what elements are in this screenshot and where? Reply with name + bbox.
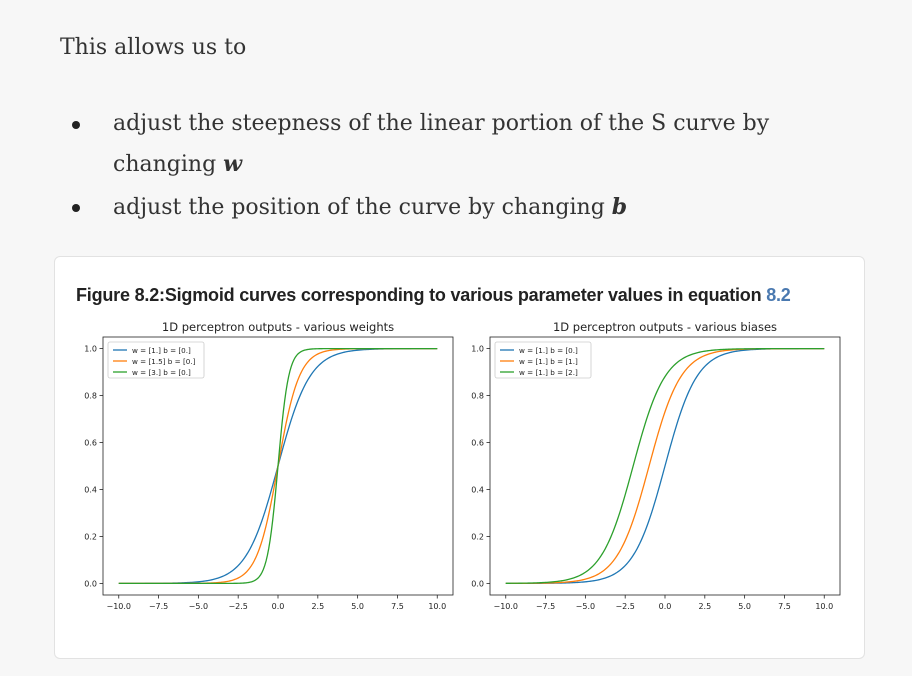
legend-box bbox=[107, 341, 205, 379]
x-tick-label: −5.0 bbox=[189, 602, 208, 611]
bullet-text: adjust the steepness of the linear porti… bbox=[113, 111, 770, 177]
y-tick-label: 0.2 bbox=[84, 532, 97, 541]
legend-label-3: w = [1.] b = [2.] bbox=[519, 368, 578, 377]
figure-card: Figure 8.2:Sigmoid curves corresponding … bbox=[54, 256, 865, 659]
x-tick-label: 5.0 bbox=[351, 602, 364, 611]
y-tick-label: 0.2 bbox=[471, 532, 484, 541]
intro-text: This allows us to bbox=[60, 35, 247, 60]
x-tick-label: 10.0 bbox=[428, 602, 446, 611]
legend-label-2: w = [1.5] b = [0.] bbox=[132, 357, 196, 366]
x-tick-label: 5.0 bbox=[738, 602, 751, 611]
x-tick-label: 2.5 bbox=[311, 602, 324, 611]
x-tick-label: 2.5 bbox=[698, 602, 711, 611]
chart-various-biases: 1D perceptron outputs - various biases −1… bbox=[462, 315, 842, 615]
legend-box bbox=[494, 341, 592, 379]
x-tick-label: 0.0 bbox=[659, 602, 672, 611]
bullet-variable-b: b bbox=[611, 194, 628, 220]
series-line-3 bbox=[505, 347, 825, 584]
bullet-variable-w: w bbox=[223, 151, 243, 177]
x-tick-label: 7.5 bbox=[391, 602, 404, 611]
bullet-dot-icon bbox=[72, 121, 80, 129]
y-tick-label: 0.8 bbox=[84, 392, 97, 401]
chart-svg: 1D perceptron outputs - various biases −1… bbox=[471, 320, 841, 611]
bullet-list: adjust the steepness of the linear porti… bbox=[60, 104, 820, 230]
legend-label-2: w = [1.] b = [1.] bbox=[519, 357, 578, 366]
x-tick-label: −2.5 bbox=[228, 602, 247, 611]
x-tick-label: −7.5 bbox=[149, 602, 168, 611]
y-tick-label: 0.4 bbox=[471, 485, 484, 494]
x-tick-label: −10.0 bbox=[106, 602, 131, 611]
chart-title: 1D perceptron outputs - various weights bbox=[162, 320, 394, 334]
y-tick-label: 0.6 bbox=[471, 439, 484, 448]
x-tick-label: 0.0 bbox=[272, 602, 285, 611]
bullet-item-weight: adjust the steepness of the linear porti… bbox=[60, 104, 820, 185]
legend-label-1: w = [1.] b = [0.] bbox=[519, 346, 578, 355]
y-tick-label: 1.0 bbox=[471, 345, 484, 354]
x-tick-label: −10.0 bbox=[493, 602, 518, 611]
x-tick-label: −2.5 bbox=[615, 602, 634, 611]
series-line-1 bbox=[505, 347, 825, 585]
equation-reference-link[interactable]: 8.2 bbox=[766, 285, 791, 305]
x-tick-label: −5.0 bbox=[576, 602, 595, 611]
bullet-dot-icon bbox=[72, 204, 80, 212]
y-tick-label: 0.0 bbox=[84, 579, 97, 588]
legend-label-1: w = [1.] b = [0.] bbox=[132, 346, 191, 355]
bullet-item-bias: adjust the position of the curve by chan… bbox=[60, 187, 820, 228]
y-tick-label: 0.0 bbox=[471, 579, 484, 588]
y-tick-label: 0.8 bbox=[471, 392, 484, 401]
y-tick-label: 1.0 bbox=[84, 345, 97, 354]
chart-various-weights: 1D perceptron outputs - various weights −… bbox=[75, 315, 455, 615]
chart-title: 1D perceptron outputs - various biases bbox=[553, 320, 777, 334]
bullet-text: adjust the position of the curve by chan… bbox=[113, 195, 612, 220]
x-tick-label: −7.5 bbox=[536, 602, 555, 611]
x-tick-label: 7.5 bbox=[778, 602, 791, 611]
y-tick-label: 0.4 bbox=[84, 485, 97, 494]
figure-caption: Figure 8.2:Sigmoid curves corresponding … bbox=[76, 285, 791, 306]
legend-label-3: w = [3.] b = [0.] bbox=[132, 368, 191, 377]
y-tick-label: 0.6 bbox=[84, 439, 97, 448]
x-tick-label: 10.0 bbox=[815, 602, 833, 611]
series-line-3 bbox=[118, 347, 438, 585]
figure-caption-text: Figure 8.2:Sigmoid curves corresponding … bbox=[76, 285, 767, 305]
chart-svg: 1D perceptron outputs - various weights −… bbox=[84, 320, 454, 611]
